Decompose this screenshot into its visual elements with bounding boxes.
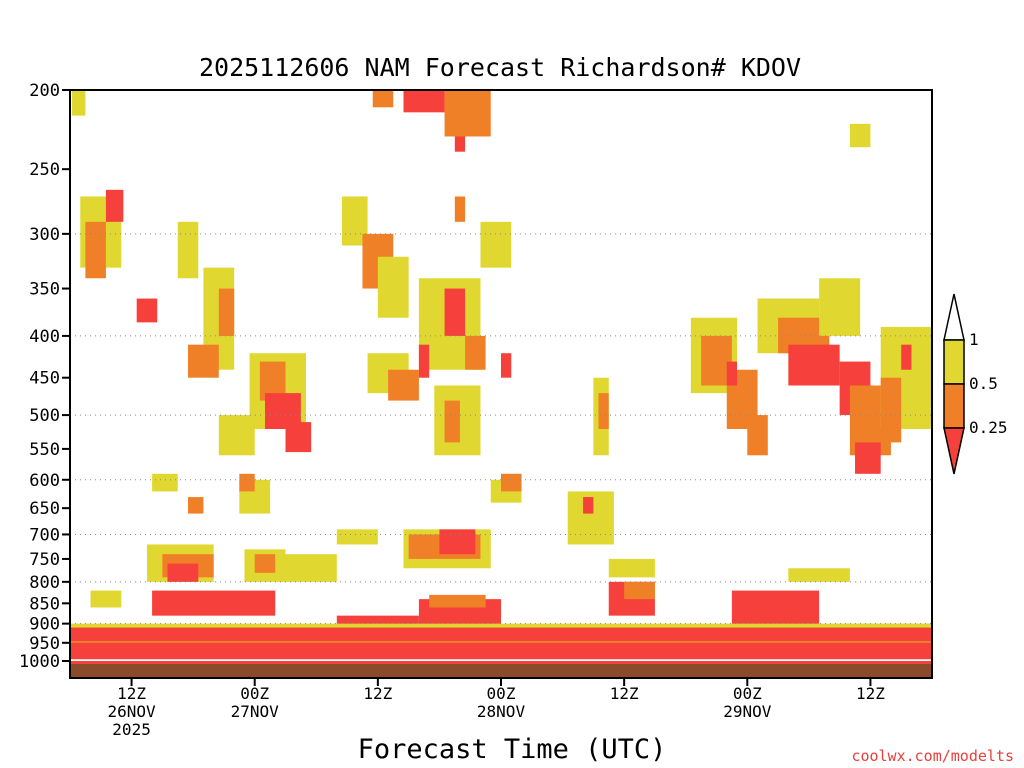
y-tick-label: 500 <box>29 406 60 426</box>
ri-cell-orange <box>880 377 902 443</box>
ri-cell-red <box>167 563 199 582</box>
ri-cell-red <box>70 661 932 667</box>
ri-cell-red <box>418 344 430 378</box>
ri-cell-orange <box>465 335 486 370</box>
ri-cell-yellow <box>218 415 255 456</box>
x-tick-label: 00Z <box>733 684 762 703</box>
colorbar-label: 1 <box>969 330 979 349</box>
y-axis: 200 250 300 350 400 450 500 550 600 650 700 750 8008… <box>19 81 70 672</box>
x-tick-label: 12Z <box>117 684 146 703</box>
ri-cell-orange <box>388 369 419 401</box>
ri-cell-yellow <box>336 529 378 545</box>
chart-title: 2025112606 NAM Forecast Richardson# KDOV <box>199 53 801 82</box>
credit-text: coolwx.com/modelts <box>851 747 1014 765</box>
ri-cell-yellow <box>788 568 850 582</box>
ri-cell-yellow <box>70 623 932 628</box>
ri-cell-yellow <box>177 221 199 279</box>
x-tick-label: 27NOV <box>231 702 280 721</box>
x-tick-label: 12Z <box>610 684 639 703</box>
y-tick-label: 1000 <box>19 652 60 672</box>
ri-cell-orange <box>444 400 460 443</box>
ri-cell-yellow <box>72 90 86 116</box>
y-tick-label: 950 <box>29 634 60 654</box>
x-axis-title: Forecast Time (UTC) <box>358 734 667 765</box>
ri-cell-red <box>439 529 476 555</box>
ri-cell-orange <box>218 288 235 336</box>
ri-cell-red <box>454 136 466 152</box>
y-tick-label: 350 <box>29 280 60 300</box>
x-tick-label: 00Z <box>240 684 269 703</box>
ri-cell-orange <box>188 344 219 378</box>
y-tick-label: 650 <box>29 499 60 519</box>
ri-cell-red <box>70 625 932 641</box>
x-tick-label: 2025 <box>112 720 151 739</box>
y-tick-label: 900 <box>29 615 60 635</box>
ri-cell-orange <box>372 90 394 108</box>
ri-cell-orange <box>501 473 522 492</box>
ri-cell-orange <box>747 415 768 456</box>
ground-surface <box>70 664 932 678</box>
x-tick-label: 26NOV <box>107 702 156 721</box>
colorbar-top-arrow <box>943 293 965 341</box>
y-tick-label: 200 <box>29 81 60 101</box>
ri-cell-yellow <box>377 256 409 318</box>
ri-cell-red <box>444 288 466 336</box>
ri-cell-red <box>901 344 912 370</box>
ri-cell-yellow <box>819 278 861 336</box>
x-tick-label: 28NOV <box>477 702 526 721</box>
y-tick-label: 700 <box>29 525 60 545</box>
ri-cell-orange <box>444 90 491 137</box>
ri-cell-yellow <box>152 473 178 492</box>
ri-cell-red <box>788 344 840 386</box>
y-tick-label: 550 <box>29 440 60 460</box>
y-tick-label: 250 <box>29 160 60 180</box>
ri-cell-yellow <box>608 558 655 578</box>
ri-cell-red <box>105 189 124 222</box>
ri-cell-red <box>403 90 445 113</box>
ri-cell-orange <box>254 554 276 573</box>
y-tick-label: 400 <box>29 327 60 347</box>
x-tick-label: 12Z <box>856 684 885 703</box>
ri-cell-red <box>501 353 512 378</box>
ri-cell-orange <box>188 497 204 514</box>
colorbar-label: 0.25 <box>969 418 1008 437</box>
x-tick-label: 00Z <box>487 684 516 703</box>
y-tick-label: 450 <box>29 369 60 389</box>
ri-cell-orange <box>429 594 486 608</box>
ri-cell-orange <box>624 581 655 600</box>
ri-cell-red <box>285 422 312 453</box>
ri-cell-red <box>855 442 881 474</box>
ri-cell-orange <box>85 221 106 279</box>
colorbar-label: 0.5 <box>969 374 998 393</box>
ri-cell-orange <box>239 473 255 492</box>
plot-area <box>70 90 932 678</box>
y-tick-label: 800 <box>29 573 60 593</box>
colorbar-band-yellow <box>943 339 965 385</box>
y-tick-label: 850 <box>29 594 60 614</box>
colorbar-bottom-arrow <box>943 427 965 475</box>
ri-cell-red <box>726 361 738 386</box>
richardson-cells <box>70 90 932 667</box>
ri-cell-red <box>583 497 594 514</box>
ri-cell-yellow <box>90 590 122 608</box>
ri-cell-orange <box>454 196 466 222</box>
ri-cell-yellow <box>285 554 337 582</box>
colorbar-band-orange <box>943 383 965 429</box>
ri-cell-red <box>152 590 276 616</box>
ri-cell-yellow <box>849 123 871 148</box>
x-tick-label: 29NOV <box>723 702 772 721</box>
ri-cell-red <box>136 298 158 323</box>
colorbar: 1 0.5 0.25 <box>943 293 1008 475</box>
ri-cell-orange <box>598 393 609 429</box>
ri-cell-orange <box>701 335 732 386</box>
ri-cell-yellow <box>480 221 512 268</box>
x-tick-label: 12Z <box>363 684 392 703</box>
ri-cell-red <box>70 640 932 660</box>
y-tick-label: 750 <box>29 550 60 570</box>
y-tick-label: 300 <box>29 225 60 245</box>
y-tick-label: 600 <box>29 471 60 491</box>
